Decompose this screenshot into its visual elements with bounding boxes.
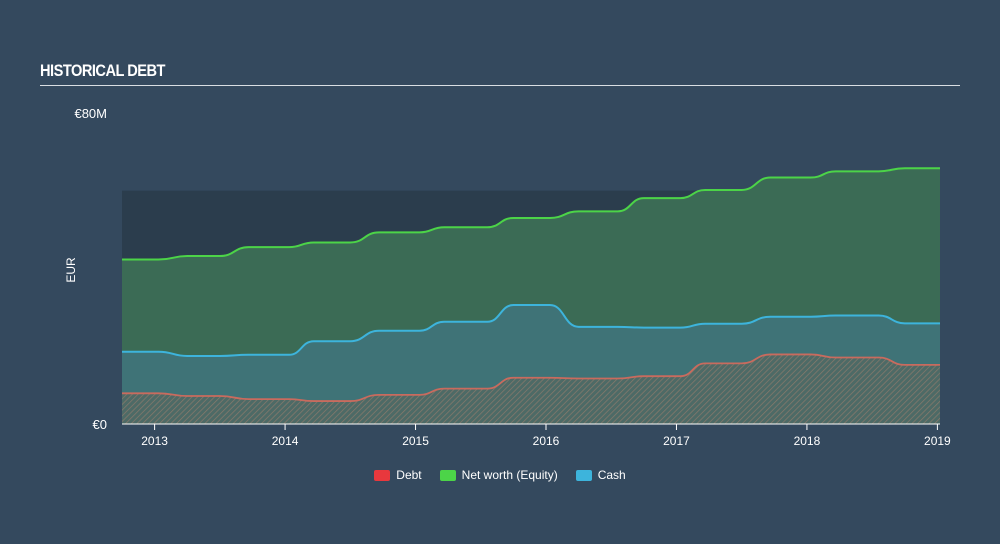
series-lines bbox=[121, 167, 940, 402]
y-tick-label-bottom: €0 bbox=[93, 417, 107, 432]
x-axis: 2013 2014 2015 2016 2017 2018 2019 bbox=[122, 423, 951, 448]
legend-swatch-cash bbox=[575, 469, 592, 481]
area-debt bbox=[122, 354, 940, 424]
x-tick-label-2019: 2019 bbox=[924, 434, 951, 448]
line-equity bbox=[122, 167, 940, 261]
legend-label-cash: Cash bbox=[597, 468, 626, 482]
line-cash bbox=[121, 304, 940, 357]
line-debt bbox=[121, 353, 940, 402]
x-tick-label-2013: 2013 bbox=[141, 434, 168, 448]
legend-item-cash[interactable]: Cash bbox=[575, 468, 626, 482]
title-divider bbox=[40, 85, 960, 86]
legend-label-debt: Debt bbox=[396, 468, 422, 482]
legend-swatch-equity bbox=[439, 469, 456, 481]
legend-item-debt[interactable]: Debt bbox=[374, 468, 422, 482]
y-axis-label: EUR bbox=[64, 257, 78, 283]
chart-title: HISTORICAL DEBT bbox=[40, 61, 165, 80]
x-tick-label-2017: 2017 bbox=[663, 434, 690, 448]
x-tick-label-2015: 2015 bbox=[402, 434, 429, 448]
series-areas bbox=[122, 168, 940, 424]
x-tick-label-2014: 2014 bbox=[272, 434, 299, 448]
y-tick-label-top: €80M bbox=[74, 106, 107, 121]
legend-item-equity[interactable]: Net worth (Equity) bbox=[439, 468, 558, 482]
x-tick-label-2018: 2018 bbox=[794, 434, 821, 448]
x-tick-label-2016: 2016 bbox=[533, 434, 560, 448]
chart-legend: Debt Net worth (Equity) Cash bbox=[0, 468, 1000, 482]
legend-swatch-debt bbox=[374, 469, 391, 481]
legend-label-equity: Net worth (Equity) bbox=[461, 468, 558, 482]
